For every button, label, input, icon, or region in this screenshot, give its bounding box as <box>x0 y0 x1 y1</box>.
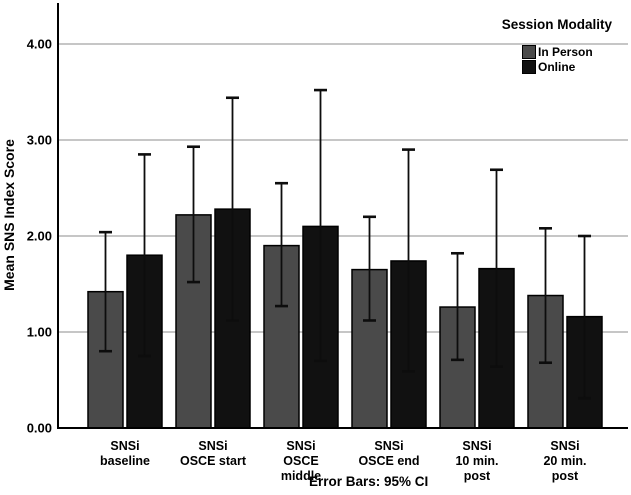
y-tick-label-1.00: 1.00 <box>27 325 52 340</box>
x-tick-label-3: SNSi OSCE end <box>358 439 419 468</box>
x-tick-label-2: SNSi OSCE middle <box>281 439 321 483</box>
y-tick-label-4.00: 4.00 <box>27 37 52 52</box>
y-tick-label-0.00: 0.00 <box>27 421 52 436</box>
legend-item-in-person: In Person <box>522 44 593 59</box>
x-tick-label-1: SNSi OSCE start <box>180 439 247 468</box>
legend-label-in-person: In Person <box>538 44 593 59</box>
legend-item-online: Online <box>522 59 593 74</box>
x-tick-label-0: SNSi baseline <box>100 439 150 468</box>
y-axis-title: Mean SNS Index Score <box>1 139 17 291</box>
legend-label-online: Online <box>538 59 576 74</box>
legend-title: Session Modality <box>501 17 612 32</box>
legend: In Person Online <box>522 44 593 74</box>
x-tick-label-4: SNSi 10 min. post <box>455 439 498 483</box>
in-person-swatch <box>522 44 536 59</box>
x-tick-label-5: SNSi 20 min. post <box>543 439 586 483</box>
online-swatch <box>522 59 536 74</box>
error-bars-note: Error Bars: 95% CI <box>309 474 429 489</box>
y-tick-label-3.00: 3.00 <box>27 133 52 148</box>
y-tick-label-2.00: 2.00 <box>27 229 52 244</box>
